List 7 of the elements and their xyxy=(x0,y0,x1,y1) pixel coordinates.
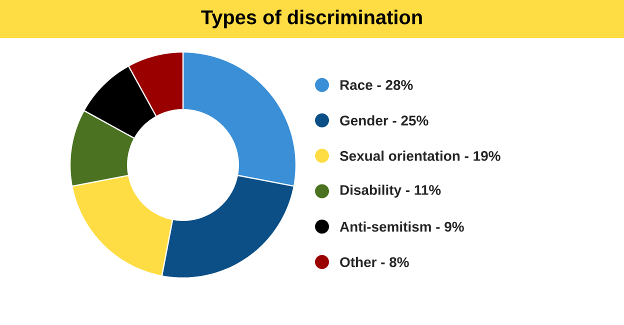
legend-label: Sexual orientation - 19% xyxy=(340,150,500,161)
legend-label: Race - 28% xyxy=(340,80,413,90)
legend-label: Gender - 25% xyxy=(340,115,428,126)
legend-label: Other - 8% xyxy=(340,256,409,268)
chart-title: Types of discrimination xyxy=(201,10,422,28)
legend-label: Disability - 11% xyxy=(340,184,441,198)
legend-label: Anti-semitism - 9% xyxy=(340,221,464,232)
